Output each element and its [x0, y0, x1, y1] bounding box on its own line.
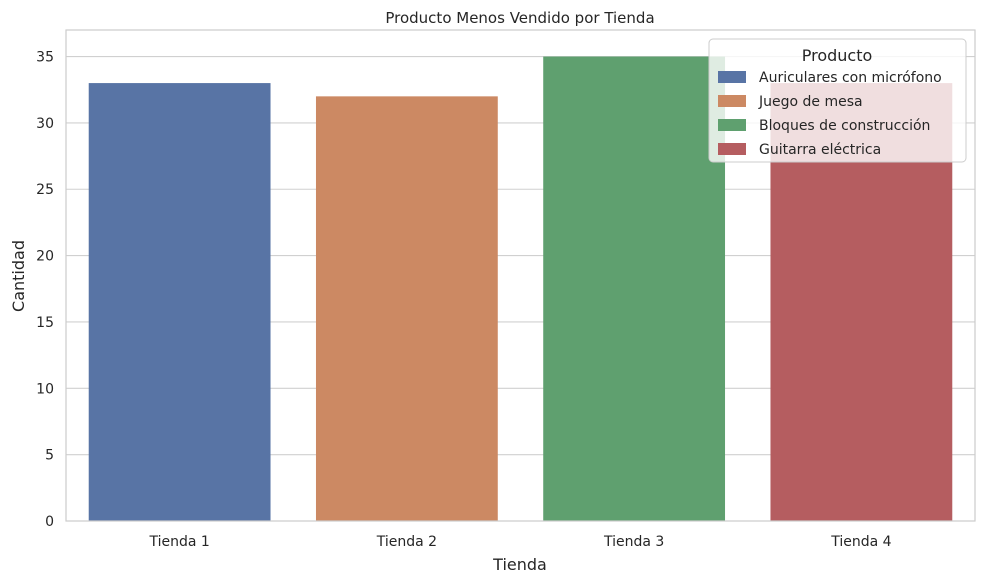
legend-label-1: Auriculares con micrófono — [759, 70, 942, 86]
legend-entries: Auriculares con micrófono Juego de mesa Bl… — [718, 70, 942, 158]
y-tick-label-4: 20 — [36, 249, 54, 265]
legend: Producto Auriculares con micrófono Juego … — [708, 38, 967, 163]
x-tick-label-3: Tienda 3 — [603, 534, 664, 550]
bar-1 — [88, 83, 271, 521]
bar-2 — [315, 96, 498, 521]
y-tick-label-2: 10 — [36, 381, 54, 397]
y-tick-label-0: 0 — [45, 514, 54, 530]
x-tick-labels: Tienda 1 Tienda 2 Tienda 3 Tienda 4 — [148, 534, 891, 550]
legend-swatch-4 — [718, 143, 746, 155]
x-tick-label-1: Tienda 1 — [148, 534, 209, 550]
y-axis-title: Cantidad — [9, 240, 28, 312]
legend-swatch-1 — [718, 71, 746, 83]
legend-title: Producto — [802, 46, 873, 65]
y-tick-label-1: 5 — [45, 448, 54, 464]
legend-label-3: Bloques de construcción — [759, 118, 930, 134]
legend-label-4: Guitarra eléctrica — [759, 142, 881, 158]
y-tick-label-6: 30 — [36, 116, 54, 132]
y-tick-label-3: 15 — [36, 315, 54, 331]
legend-label-2: Juego de mesa — [758, 94, 863, 110]
legend-swatch-2 — [718, 95, 746, 107]
y-tick-labels: 0 5 10 15 20 25 30 35 — [36, 50, 54, 530]
chart-title: Producto Menos Vendido por Tienda — [385, 9, 654, 27]
y-tick-label-7: 35 — [36, 50, 54, 66]
x-tick-label-4: Tienda 4 — [830, 534, 891, 550]
y-tick-label-5: 25 — [36, 182, 54, 198]
legend-box — [708, 38, 967, 163]
x-axis-title: Tienda — [492, 555, 547, 574]
x-tick-label-2: Tienda 2 — [376, 534, 437, 550]
bar-3 — [543, 56, 726, 522]
plot-frame — [65, 29, 976, 522]
legend-swatch-3 — [718, 119, 746, 131]
